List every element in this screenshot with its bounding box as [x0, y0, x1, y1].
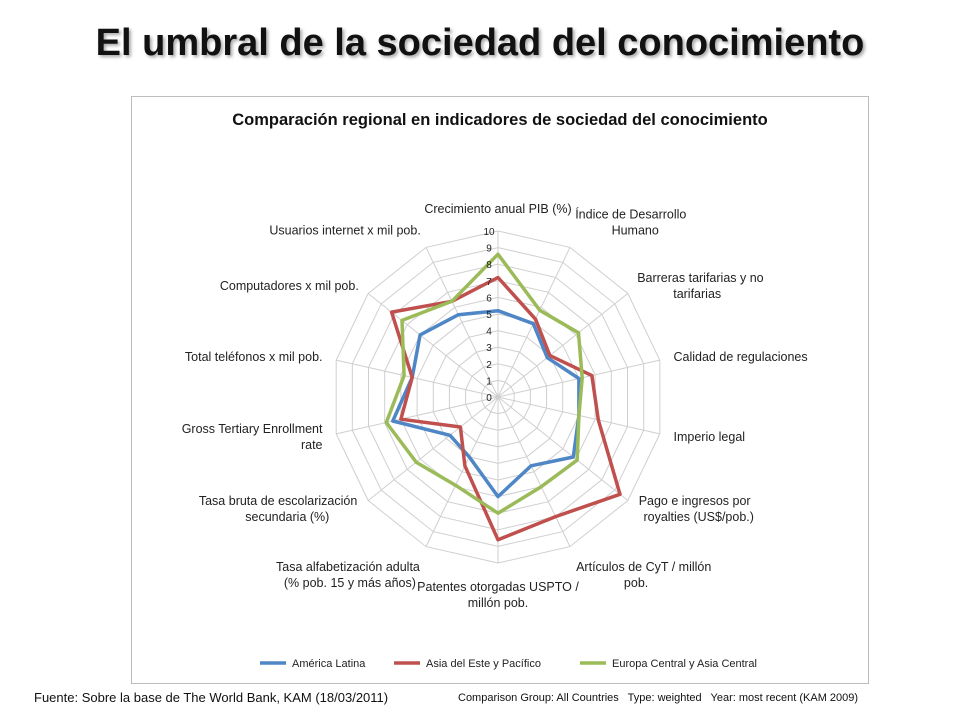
- tick-label: 5: [486, 310, 492, 321]
- category-label: Índice de Desarrollo Humano: [575, 207, 686, 238]
- legend-label: Europa Central y Asia Central: [612, 658, 757, 670]
- axis-spoke: [336, 396, 499, 435]
- category-label: Usuarios internet x mil pob.: [269, 224, 420, 238]
- series-line: [389, 275, 622, 542]
- axis-spoke: [497, 293, 629, 398]
- category-label: Pago e ingresos por royalties (US$/pob.): [639, 494, 754, 524]
- category-label: Barreras tarifarias y no tarifarias: [637, 271, 763, 301]
- legend-label: América Latina: [292, 658, 366, 670]
- axis-spoke: [367, 293, 499, 398]
- category-label: Artículos de CyT / millón pob.: [576, 560, 711, 590]
- tick-label: 6: [486, 293, 492, 304]
- category-label: Total teléfonos x mil pob.: [185, 350, 323, 364]
- category-label: Crecimiento anual PIB (%): [424, 202, 571, 216]
- comparison-group-text: Comparison Group: All Countries: [458, 692, 619, 704]
- category-label: Calidad de regulaciones: [674, 350, 808, 364]
- axis-spoke: [425, 247, 499, 398]
- source-note: Fuente: Sobre la base de The World Bank,…: [34, 690, 389, 705]
- category-label: Computadores x mil pob.: [220, 279, 359, 293]
- tick-label: 2: [486, 360, 492, 371]
- tick-label: 9: [486, 244, 492, 255]
- axis-spoke: [497, 396, 571, 547]
- legend-label: Asia del Este y Pacífico: [426, 658, 541, 670]
- chart-title: Comparación regional en indicadores de s…: [232, 111, 768, 129]
- type-text: Type: weighted: [627, 692, 702, 704]
- slide-title: El umbral de la sociedad del conocimient…: [95, 22, 865, 64]
- series-line: [384, 252, 584, 515]
- category-label: Tasa bruta de escolarización secundaria (…: [199, 494, 357, 524]
- tick-label: 8: [486, 260, 492, 271]
- tick-label: 3: [486, 343, 492, 354]
- year-text: Year: most recent (KAM 2009): [710, 692, 859, 704]
- category-label: Tasa alfabetización adulta (% pob. 15 y m…: [276, 560, 420, 590]
- tick-label: 10: [483, 227, 495, 238]
- axis-spoke: [336, 359, 499, 398]
- radar-chart: Crecimiento anual PIB (%) Índice de Desar…: [182, 202, 808, 670]
- axis-spoke: [497, 396, 629, 501]
- tick-label: 4: [486, 327, 492, 338]
- tick-label: 1: [486, 376, 492, 387]
- axis-spoke: [367, 396, 499, 501]
- tick-label: 0: [486, 393, 492, 404]
- category-label: Patentes otorgadas USPTO / millón pob.: [417, 580, 579, 610]
- kam-settings: Comparison Group: All Countries Type: we…: [458, 692, 864, 704]
- axis-spoke: [425, 396, 499, 547]
- series-line: [391, 308, 581, 499]
- category-label: Gross Tertiary Enrollment rate: [182, 422, 323, 452]
- chart-frame: Comparación regional en indicadores de s…: [131, 96, 869, 684]
- tick-label: 7: [486, 277, 492, 288]
- category-label: Imperio legal: [674, 430, 746, 444]
